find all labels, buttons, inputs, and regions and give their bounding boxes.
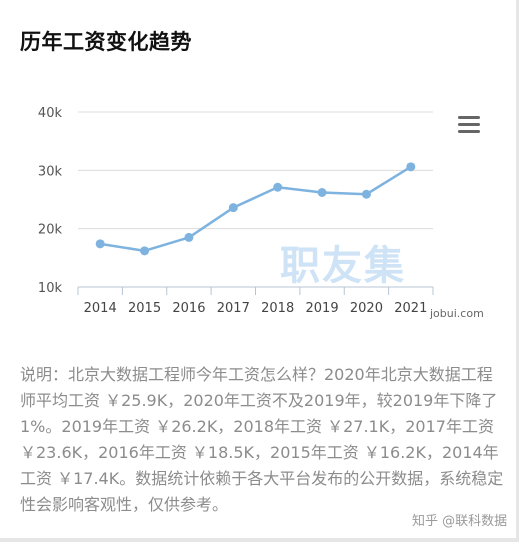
y-tick-label: 20k — [38, 223, 63, 238]
page-title: 历年工资变化趋势 — [20, 30, 192, 54]
description-text: 说明：北京大数据工程师今年工资怎么样？2020年北京大数据工程师平均工资 ￥25… — [20, 365, 504, 514]
data-point — [228, 203, 238, 213]
line-chart: 10k 20k 30k 40k 2014 2015 2016 2017 2018 2019 2020… — [38, 106, 434, 316]
credit-label: 知乎 @联科数据 — [412, 514, 508, 529]
x-tick-label: 2020 — [350, 301, 383, 316]
x-tick-label: 2019 — [306, 301, 339, 316]
menu-icon[interactable] — [458, 116, 480, 136]
series-line — [99, 165, 412, 253]
data-point — [406, 162, 416, 172]
x-tick-label: 2017 — [217, 301, 250, 316]
watermark-logo: 职友集 — [280, 243, 406, 289]
data-point — [140, 246, 150, 256]
data-point — [95, 239, 105, 249]
y-tick-label: 40k — [38, 106, 63, 121]
x-tick-label: 2018 — [261, 301, 294, 316]
x-tick-label: 2021 — [394, 301, 427, 316]
x-tick-label: 2016 — [172, 301, 205, 316]
data-point — [184, 232, 194, 242]
x-tick-label: 2014 — [84, 301, 117, 316]
x-tick-label: 2015 — [128, 301, 161, 316]
y-tick-label: 30k — [38, 164, 63, 179]
data-point — [317, 188, 327, 197]
data-point — [273, 182, 283, 192]
site-label: jobui.com — [430, 307, 484, 320]
y-tick-label: 10k — [38, 281, 63, 296]
data-point — [361, 189, 371, 199]
